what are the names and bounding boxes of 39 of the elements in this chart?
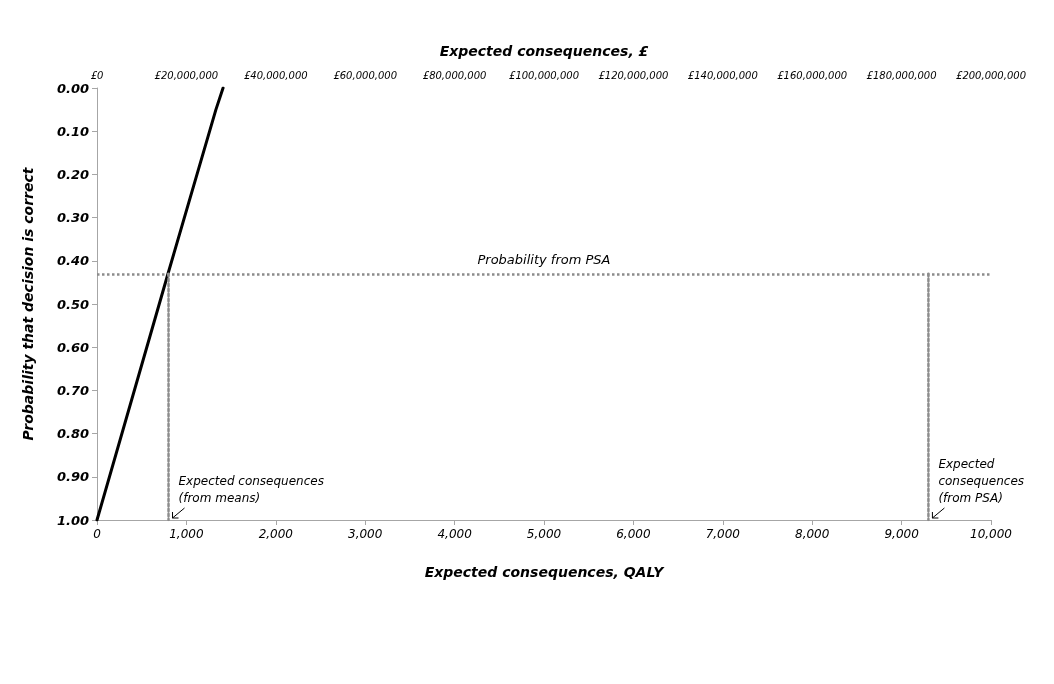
x2-axis-title: Expected consequences, £ xyxy=(439,43,649,59)
annotation: Expected consequences (from means) xyxy=(178,473,324,505)
x2-tick-label: £60,000,000 xyxy=(333,69,398,81)
y-tick-label: 0.00 xyxy=(56,80,89,96)
y-tick-label: 0.20 xyxy=(56,166,89,182)
x-tick-label: 10,000 xyxy=(970,527,1013,541)
x2-tick-label: £40,000,000 xyxy=(243,69,308,81)
x-tick-label: 5,000 xyxy=(526,527,562,541)
x2-tick-label: £200,000,000 xyxy=(956,69,1026,81)
x-tick-label: 4,000 xyxy=(437,527,473,541)
x2-tick-label: £140,000,000 xyxy=(687,69,758,81)
x2-tick-label: £100,000,000 xyxy=(509,69,579,81)
y-tick-label: 0.80 xyxy=(56,426,89,442)
y-tick-label: 1.00 xyxy=(56,512,89,528)
x-tick-label: 2,000 xyxy=(258,527,294,541)
y-tick-label: 0.40 xyxy=(56,253,89,269)
x-tick-label: 7,000 xyxy=(705,527,741,541)
annotation: Expected consequences (from PSA) xyxy=(938,456,1025,505)
ref-line-label: Probability from PSA xyxy=(477,251,611,267)
x-tick-label: 9,000 xyxy=(884,527,920,541)
x2-tick-label: £80,000,000 xyxy=(422,69,487,81)
x-axis-title: Expected consequences, QALY xyxy=(424,564,666,580)
x-tick-label: 6,000 xyxy=(616,527,651,541)
y-axis-title: Probability that decision is correct xyxy=(20,166,36,441)
y-tick-label: 0.90 xyxy=(56,469,89,485)
y-tick-label: 0.60 xyxy=(56,339,89,355)
x-tick-label: 1,000 xyxy=(169,527,204,541)
y-tick-label: 0.10 xyxy=(56,123,89,139)
x-tick-label: 8,000 xyxy=(795,527,830,541)
x-tick-label: 3,000 xyxy=(348,527,383,541)
y-tick-label: 0.30 xyxy=(56,210,89,226)
x2-tick-label: £0 xyxy=(90,69,104,81)
x2-tick-label: £180,000,000 xyxy=(866,69,937,81)
x2-tick-label: £120,000,000 xyxy=(598,69,669,81)
y-tick-label: 0.70 xyxy=(56,382,89,398)
x2-tick-label: £20,000,000 xyxy=(154,69,219,81)
y-tick-label: 0.50 xyxy=(56,296,89,312)
x-tick-label: 0 xyxy=(93,527,102,541)
x2-tick-label: £160,000,000 xyxy=(777,69,848,81)
